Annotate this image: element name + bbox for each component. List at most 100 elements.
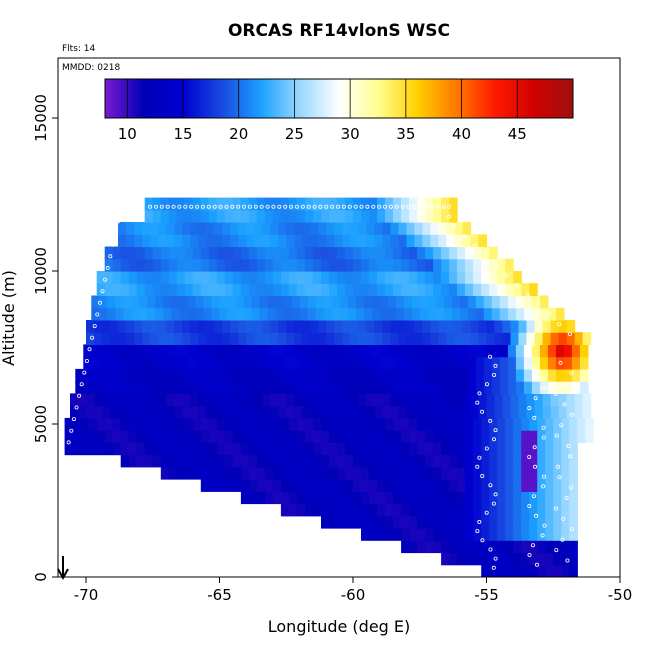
heatmap-cell (361, 479, 370, 492)
heatmap-cell (280, 479, 290, 492)
heatmap-cell (70, 393, 79, 407)
heatmap-cell (115, 307, 124, 321)
track-marker (525, 292, 530, 297)
heatmap-cell (430, 234, 439, 248)
heatmap-cell (208, 246, 218, 260)
x-tick-label: -70 (74, 586, 99, 604)
heatmap-cell (329, 503, 338, 517)
heatmap-cell (417, 209, 426, 223)
track-marker (540, 376, 545, 381)
track-marker (148, 204, 153, 209)
heatmap-cell (184, 454, 194, 468)
heatmap-cell (547, 381, 557, 394)
heatmap-cell (417, 540, 426, 554)
heatmap-cell (134, 393, 143, 407)
heatmap-cell (395, 356, 405, 370)
heatmap-cell (401, 258, 410, 272)
heatmap-cell (505, 552, 514, 566)
heatmap-cell (264, 479, 274, 492)
heatmap-cell (385, 528, 394, 541)
heatmap-cell (246, 234, 255, 248)
heatmap-cell (208, 479, 218, 492)
heatmap-cell (553, 540, 562, 554)
heatmap-cell (142, 405, 151, 419)
heatmap-cell (160, 417, 170, 431)
heatmap-cell (195, 356, 205, 370)
heatmap-cell (321, 197, 330, 211)
heatmap-cell (350, 405, 359, 419)
heatmap-cell (329, 491, 338, 505)
heatmap-cell (433, 503, 442, 517)
heatmap-cell (168, 454, 178, 468)
heatmap-cell (232, 479, 242, 492)
colorbar-tick-label: 45 (508, 125, 527, 143)
heatmap-cell (184, 283, 194, 296)
heatmap-cell (262, 393, 271, 407)
heatmap-cell (393, 528, 402, 541)
heatmap-cell (465, 503, 474, 517)
heatmap-cell (267, 381, 277, 394)
heatmap-cell (425, 515, 434, 529)
heatmap-cell (203, 344, 213, 358)
heatmap-cell (489, 466, 498, 480)
heatmap-cell (401, 246, 410, 260)
track-marker (484, 382, 489, 387)
heatmap-cell (465, 454, 474, 468)
heatmap-cell (371, 356, 381, 370)
heatmap-cell (550, 393, 560, 407)
heatmap-cell (230, 320, 239, 333)
heatmap-cell (361, 246, 370, 260)
heatmap-cell (342, 234, 351, 248)
heatmap-cell (256, 209, 266, 223)
heatmap-cell (363, 356, 373, 370)
heatmap-cell (104, 246, 114, 260)
heatmap-cell (473, 442, 482, 456)
heatmap-cell (163, 368, 172, 382)
heatmap-cell (334, 222, 343, 235)
heatmap-cell (398, 222, 407, 235)
heatmap-cell (529, 479, 538, 492)
heatmap-cell (168, 283, 178, 296)
heatmap-cell (158, 393, 167, 407)
heatmap-cell (240, 417, 250, 431)
heatmap-cell (401, 528, 410, 541)
track-marker (532, 445, 537, 450)
heatmap-cell (214, 222, 223, 235)
heatmap-cell (409, 503, 418, 517)
heatmap-cell (286, 320, 295, 333)
heatmap-cell (158, 332, 167, 345)
heatmap-cell (385, 258, 394, 272)
heatmap-cell (433, 466, 442, 480)
heatmap-cell (339, 368, 349, 382)
heatmap-cell (398, 234, 407, 248)
heatmap-cell (126, 332, 135, 345)
heatmap-cell (409, 540, 418, 554)
heatmap-cell (235, 295, 245, 309)
heatmap-cell (179, 307, 188, 321)
heatmap-cell (70, 405, 79, 419)
heatmap-cell (174, 222, 183, 235)
heatmap-cell (312, 283, 322, 296)
heatmap-cell (278, 393, 287, 407)
heatmap-cell (83, 344, 92, 358)
heatmap-cell (505, 271, 514, 284)
heatmap-cell (542, 393, 552, 407)
heatmap-cell (515, 344, 525, 358)
heatmap-cell (377, 442, 386, 456)
heatmap-cell (291, 381, 301, 394)
heatmap-cell (195, 307, 205, 321)
heatmap-cell (369, 515, 378, 529)
heatmap-cell (529, 417, 538, 431)
heatmap-cell (342, 332, 351, 345)
heatmap-cell (238, 393, 247, 407)
track-marker (568, 331, 573, 336)
heatmap-cell (403, 368, 413, 382)
heatmap-cell (393, 258, 402, 272)
heatmap-cell (91, 295, 100, 309)
heatmap-cell (430, 332, 439, 345)
heatmap-cell (219, 295, 229, 309)
heatmap-cell (166, 234, 175, 248)
heatmap-cell (238, 234, 247, 248)
heatmap-cell (155, 344, 164, 358)
heatmap-cell (288, 503, 298, 517)
